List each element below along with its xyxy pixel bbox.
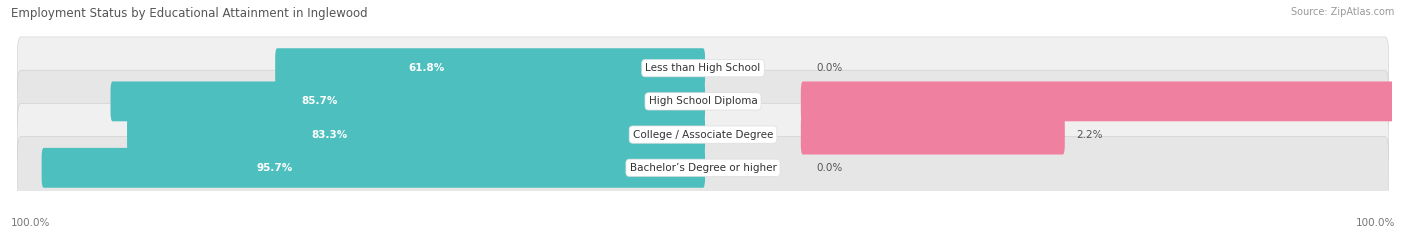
Text: Bachelor’s Degree or higher: Bachelor’s Degree or higher bbox=[630, 163, 776, 173]
Text: 61.8%: 61.8% bbox=[408, 63, 444, 73]
FancyBboxPatch shape bbox=[17, 103, 1389, 166]
FancyBboxPatch shape bbox=[17, 70, 1389, 133]
Text: 100.0%: 100.0% bbox=[1355, 218, 1395, 228]
Text: 100.0%: 100.0% bbox=[11, 218, 51, 228]
FancyBboxPatch shape bbox=[801, 115, 1064, 154]
Text: 0.0%: 0.0% bbox=[817, 163, 844, 173]
Text: 83.3%: 83.3% bbox=[312, 130, 349, 140]
FancyBboxPatch shape bbox=[127, 115, 704, 154]
Text: Less than High School: Less than High School bbox=[645, 63, 761, 73]
Text: College / Associate Degree: College / Associate Degree bbox=[633, 130, 773, 140]
FancyBboxPatch shape bbox=[276, 48, 704, 88]
Text: 0.0%: 0.0% bbox=[817, 63, 844, 73]
FancyBboxPatch shape bbox=[111, 82, 704, 121]
FancyBboxPatch shape bbox=[42, 148, 704, 188]
Text: 95.7%: 95.7% bbox=[256, 163, 292, 173]
FancyBboxPatch shape bbox=[17, 137, 1389, 199]
FancyBboxPatch shape bbox=[801, 82, 1406, 121]
Text: 2.2%: 2.2% bbox=[1077, 130, 1102, 140]
Text: Source: ZipAtlas.com: Source: ZipAtlas.com bbox=[1291, 7, 1395, 17]
Text: Employment Status by Educational Attainment in Inglewood: Employment Status by Educational Attainm… bbox=[11, 7, 368, 20]
Text: High School Diploma: High School Diploma bbox=[648, 96, 758, 106]
Text: 85.7%: 85.7% bbox=[301, 96, 337, 106]
FancyBboxPatch shape bbox=[17, 37, 1389, 99]
